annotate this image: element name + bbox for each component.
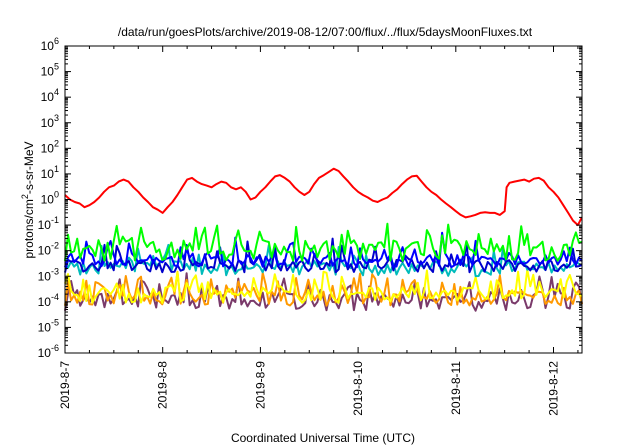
series-line — [64, 167, 583, 227]
y-tick-label: 102 — [41, 138, 59, 155]
y-axis-label-sup: 2 — [20, 194, 30, 199]
x-tick-label: 2019-8-9 — [253, 361, 267, 409]
y-axis: 10-6 10-5 10-4 10-3 10-2 10-1 100 101 102 103 104 1… — [38, 36, 582, 360]
y-tick-label: 106 — [41, 36, 59, 53]
chart-title: /data/run/goesPlots/archive/2019-08-12/0… — [118, 25, 533, 39]
y-tick-label: 10-4 — [38, 292, 59, 309]
y-tick-label: 10-1 — [38, 215, 59, 232]
x-tick-label: 2019-8-7 — [58, 361, 72, 409]
y-tick-label: 10-2 — [38, 241, 59, 258]
x-tick-label: 2019-8-12 — [547, 361, 561, 416]
y-axis-label-rest: -s-sr-MeV — [22, 141, 36, 194]
x-tick-label: 2019-8-10 — [351, 361, 365, 416]
y-axis-label: protons/cm2-s-sr-MeV — [20, 141, 36, 258]
series-line — [64, 222, 583, 262]
x-axis: 2019-8-7 2019-8-8 2019-8-9 2019-8-10 2019-8-… — [58, 46, 579, 416]
series-line — [64, 270, 583, 307]
x-axis-label: Coordinated Universal Time (UTC) — [231, 431, 415, 445]
y-tick-label: 101 — [41, 164, 59, 181]
y-axis-label-base: protons/cm — [22, 199, 36, 258]
y-tick-label: 10-6 — [38, 343, 59, 360]
y-tick-label: 10-3 — [38, 266, 59, 283]
y-tick-label: 10-5 — [38, 317, 59, 334]
x-tick-label: 2019-8-11 — [449, 361, 463, 415]
y-tick-label: 100 — [41, 190, 59, 207]
series-line — [64, 268, 583, 304]
y-tick-label: 105 — [41, 62, 59, 79]
x-tick-label: 2019-8-8 — [156, 361, 170, 409]
y-tick-label: 103 — [41, 113, 59, 130]
series-line — [64, 231, 583, 269]
y-tick-label: 104 — [41, 87, 59, 104]
